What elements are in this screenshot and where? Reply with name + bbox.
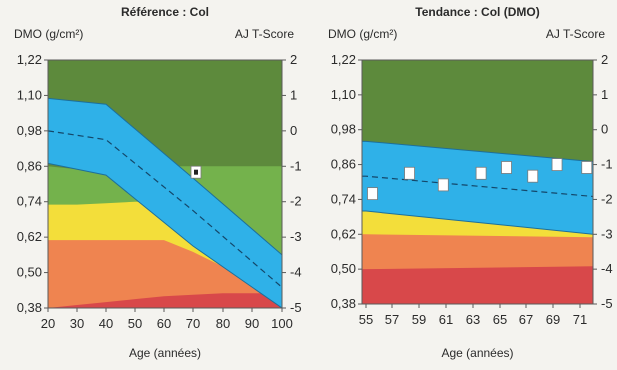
data-point-6 xyxy=(527,169,539,183)
y-tick-label: 1,10 xyxy=(17,87,42,102)
x-tick-label: 59 xyxy=(412,312,426,327)
y-tick-label: 0,98 xyxy=(17,123,42,138)
plot-area xyxy=(362,60,593,304)
y2-tick-label: 2 xyxy=(290,52,297,67)
y-tick-label: 0,50 xyxy=(17,265,42,280)
y-tick-label: 0,38 xyxy=(331,296,356,311)
x-tick-label: 100 xyxy=(271,316,293,331)
x-tick-label: 71 xyxy=(573,312,587,327)
x-tick-label: 69 xyxy=(546,312,560,327)
chart-title: Tendance : Col (DMO) xyxy=(415,5,539,19)
x-tick-label: 67 xyxy=(519,312,533,327)
y-axis-label: DMO (g/cm²) xyxy=(328,27,397,41)
reference-mean-line xyxy=(362,175,593,198)
reference-upper-line xyxy=(48,97,282,256)
chart-2: 1,22 1,10 0,98 0,86 0,74 0,62 0,50 0,38 2 1 0 -1 -2 -… xyxy=(328,5,613,360)
reference-upper-line xyxy=(362,140,593,163)
data-point-5 xyxy=(501,161,512,174)
data-point-2 xyxy=(404,166,415,180)
y-tick-label: 0,98 xyxy=(331,122,356,137)
y-tick-label: 0,74 xyxy=(17,194,42,209)
y-tick-label: 0,74 xyxy=(331,191,356,206)
zone-orange xyxy=(48,240,282,308)
y2-tick-label: -2 xyxy=(601,191,613,206)
y2-tick-label: -4 xyxy=(290,265,302,280)
y2-tick-label: 1 xyxy=(290,87,297,102)
y2-tick-label: -5 xyxy=(601,296,613,311)
y-axis-label: DMO (g/cm²) xyxy=(14,27,83,41)
y2-tick-label: -2 xyxy=(290,194,302,209)
x-tick-label: 61 xyxy=(439,312,453,327)
x-tick-label: 65 xyxy=(493,312,507,327)
x-axis-label: Age (années) xyxy=(129,346,201,360)
data-point-3 xyxy=(437,178,449,192)
x-tick-label: 20 xyxy=(41,316,55,331)
y-tick-label: 0,62 xyxy=(331,226,356,241)
y-tick-label: 0,38 xyxy=(17,300,42,315)
y-tick-label: 1,22 xyxy=(17,52,42,67)
data-point-1 xyxy=(367,187,378,201)
y2-tick-label: 2 xyxy=(601,52,608,67)
y-tick-label: 0,50 xyxy=(331,261,356,276)
data-point-4 xyxy=(475,166,487,180)
x-tick-label: 40 xyxy=(99,316,113,331)
reference-band xyxy=(48,98,282,308)
y2-axis-label: AJ T-Score xyxy=(546,27,605,41)
x-tick-label: 60 xyxy=(157,316,171,331)
x-tick-label: 80 xyxy=(216,316,230,331)
data-point-marker xyxy=(194,169,198,175)
y-tick-label: 0,62 xyxy=(17,229,42,244)
x-axis-label: Age (années) xyxy=(441,346,513,360)
y2-tick-label: -1 xyxy=(601,157,613,172)
zone-red xyxy=(362,266,593,304)
y2-tick-label: -4 xyxy=(601,261,613,276)
reference-band xyxy=(362,141,593,235)
y2-tick-label: -3 xyxy=(290,229,302,244)
x-tick-label: 30 xyxy=(70,316,84,331)
y2-tick-label: -1 xyxy=(290,158,302,173)
x-tick-label: 57 xyxy=(385,312,399,327)
chart-title: Référence : Col xyxy=(121,5,209,19)
reference-lower-line xyxy=(48,162,282,308)
x-tick-label: 90 xyxy=(245,316,259,331)
zone-red xyxy=(48,293,282,308)
y2-tick-label: 0 xyxy=(290,123,297,138)
y-tick-label: 1,10 xyxy=(331,87,356,102)
x-tick-label: 55 xyxy=(359,312,373,327)
y2-tick-label: -5 xyxy=(290,300,302,315)
y2-axis-label: AJ T-Score xyxy=(235,27,294,41)
plot-area xyxy=(48,60,282,308)
x-tick-label: 63 xyxy=(466,312,480,327)
x-tick-label: 70 xyxy=(186,316,200,331)
x-tick-label: 50 xyxy=(128,316,142,331)
plot-frame xyxy=(47,59,283,309)
plot-frame xyxy=(361,59,594,305)
chart-1: 1,22 1,10 0,98 0,86 0,74 0,62 0,50 0,38 2 1 0 -1 -2 -… xyxy=(14,5,302,360)
data-point-7 xyxy=(551,158,563,171)
y2-tick-label: 0 xyxy=(601,122,608,137)
y-tick-label: 0,86 xyxy=(331,157,356,172)
y2-tick-label: 1 xyxy=(601,87,608,102)
y-tick-label: 0,86 xyxy=(17,158,42,173)
y-tick-label: 1,22 xyxy=(331,52,356,67)
reference-lower-line xyxy=(362,210,593,235)
data-point-8 xyxy=(581,161,593,174)
reference-mean-line xyxy=(48,130,282,288)
y2-tick-label: -3 xyxy=(601,226,613,241)
